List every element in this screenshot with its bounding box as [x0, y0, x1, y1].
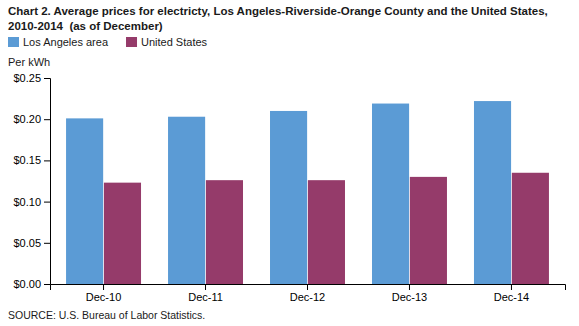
x-tick-label: Dec-10 [86, 291, 121, 303]
bar [372, 104, 409, 284]
y-tick-label: $0.10 [13, 196, 41, 208]
y-tick-label: $0.05 [13, 237, 41, 249]
series [66, 101, 511, 284]
x-tick-label: Dec-13 [392, 291, 427, 303]
series [104, 173, 549, 284]
source: SOURCE: U.S. Bureau of Labor Statistics. [8, 309, 205, 321]
y-tick-mark [44, 243, 50, 244]
bar [270, 111, 307, 284]
y-tick-label: $0.25 [13, 72, 41, 84]
y-tick-mark [44, 284, 50, 285]
x-tick-label: Dec-14 [494, 291, 529, 303]
x-tick: Dec-11 [188, 284, 223, 303]
bar [512, 173, 549, 284]
x-tick-mark [511, 284, 512, 290]
x-tick-label: Dec-12 [290, 291, 325, 303]
y-tick-label: $0.15 [13, 154, 41, 166]
x-axis: Dec-10 Dec-11 Dec-12 Dec-13 Dec-14 [51, 284, 566, 303]
plot: $0.00$0.05$0.10$0.15$0.20$0.25Dec-10Dec-… [13, 72, 565, 303]
x-tick-mark [307, 284, 308, 290]
chart: Chart 2. Average prices for electricty, … [0, 0, 579, 326]
y-axis-line [44, 79, 51, 285]
bars [66, 101, 549, 284]
y-tick-mark [44, 160, 50, 161]
x-tick: Dec-10 [86, 284, 121, 303]
y-axis-label: Per kWh [8, 56, 50, 68]
x-tick-mark [205, 284, 206, 290]
legend-item: Los Angeles area [8, 36, 109, 48]
title-line: Chart 2. Average prices for electricty, … [8, 5, 548, 17]
y-tick: $0.00 [13, 278, 50, 290]
y-tick: $0.10 [13, 196, 50, 208]
y-tick-label: $0.00 [13, 278, 41, 290]
x-tick: Dec-14 [494, 284, 529, 303]
bar [410, 177, 447, 284]
bar [474, 101, 511, 284]
legend-label: United States [141, 36, 208, 48]
y-tick: $0.05 [13, 237, 50, 249]
legend-swatch [126, 37, 137, 47]
x-tick-mark [409, 284, 410, 290]
bar [168, 117, 205, 284]
x-tick-label: Dec-11 [188, 291, 223, 303]
x-axis-line [51, 285, 566, 291]
legend-label: Los Angeles area [23, 36, 109, 48]
y-tick-mark [44, 202, 50, 203]
y-tick: $0.15 [13, 154, 50, 166]
bar [308, 180, 345, 284]
legend-item: United States [126, 36, 208, 48]
bar [66, 118, 103, 284]
y-tick-mark [44, 119, 50, 120]
y-tick-label: $0.20 [13, 113, 41, 125]
title: Chart 2. Average prices for electricty, … [8, 5, 548, 32]
y-tick: $0.20 [13, 113, 50, 125]
y-axis: $0.00 $0.05 $0.10 $0.15 $0.20 $0.25 [13, 72, 50, 290]
y-tick: $0.25 [13, 72, 50, 84]
legend: Los Angeles area United States [8, 36, 208, 48]
title-line: 2010-2014 (as of December) [8, 20, 163, 32]
bar [104, 183, 141, 284]
x-tick-mark [103, 284, 104, 290]
x-tick: Dec-13 [392, 284, 427, 303]
x-tick: Dec-12 [290, 284, 325, 303]
legend-swatch [8, 37, 19, 47]
bar [206, 180, 243, 284]
y-tick-mark [44, 78, 50, 79]
